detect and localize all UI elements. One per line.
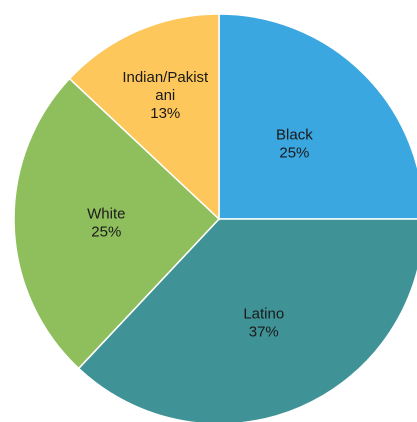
pie-label-line: Latino <box>243 305 284 322</box>
pie-slice-latino <box>77 218 417 422</box>
pie-label-line: 37% <box>249 323 279 340</box>
pie-label-white: White 25% <box>87 206 125 241</box>
pie-label-line: Indian/Pakist <box>122 69 209 86</box>
pie-label-line: 25% <box>91 224 121 241</box>
pie-label-indian-pakistani: Indian/Pakist ani 13% <box>122 69 209 122</box>
pie-label-line: 25% <box>279 145 309 162</box>
pie-slice-indian-pakistani <box>68 13 220 221</box>
pie-label-line: ani <box>155 87 175 104</box>
pie-label-line: White <box>87 206 125 223</box>
pie-label-line: 13% <box>150 105 180 122</box>
pie-label-latino: Latino 37% <box>243 305 284 340</box>
pie-slice-white <box>13 77 221 370</box>
pie-slice-black <box>218 13 417 220</box>
pie-label-line: Black <box>276 127 313 144</box>
pie-label-black: Black 25% <box>276 127 313 162</box>
